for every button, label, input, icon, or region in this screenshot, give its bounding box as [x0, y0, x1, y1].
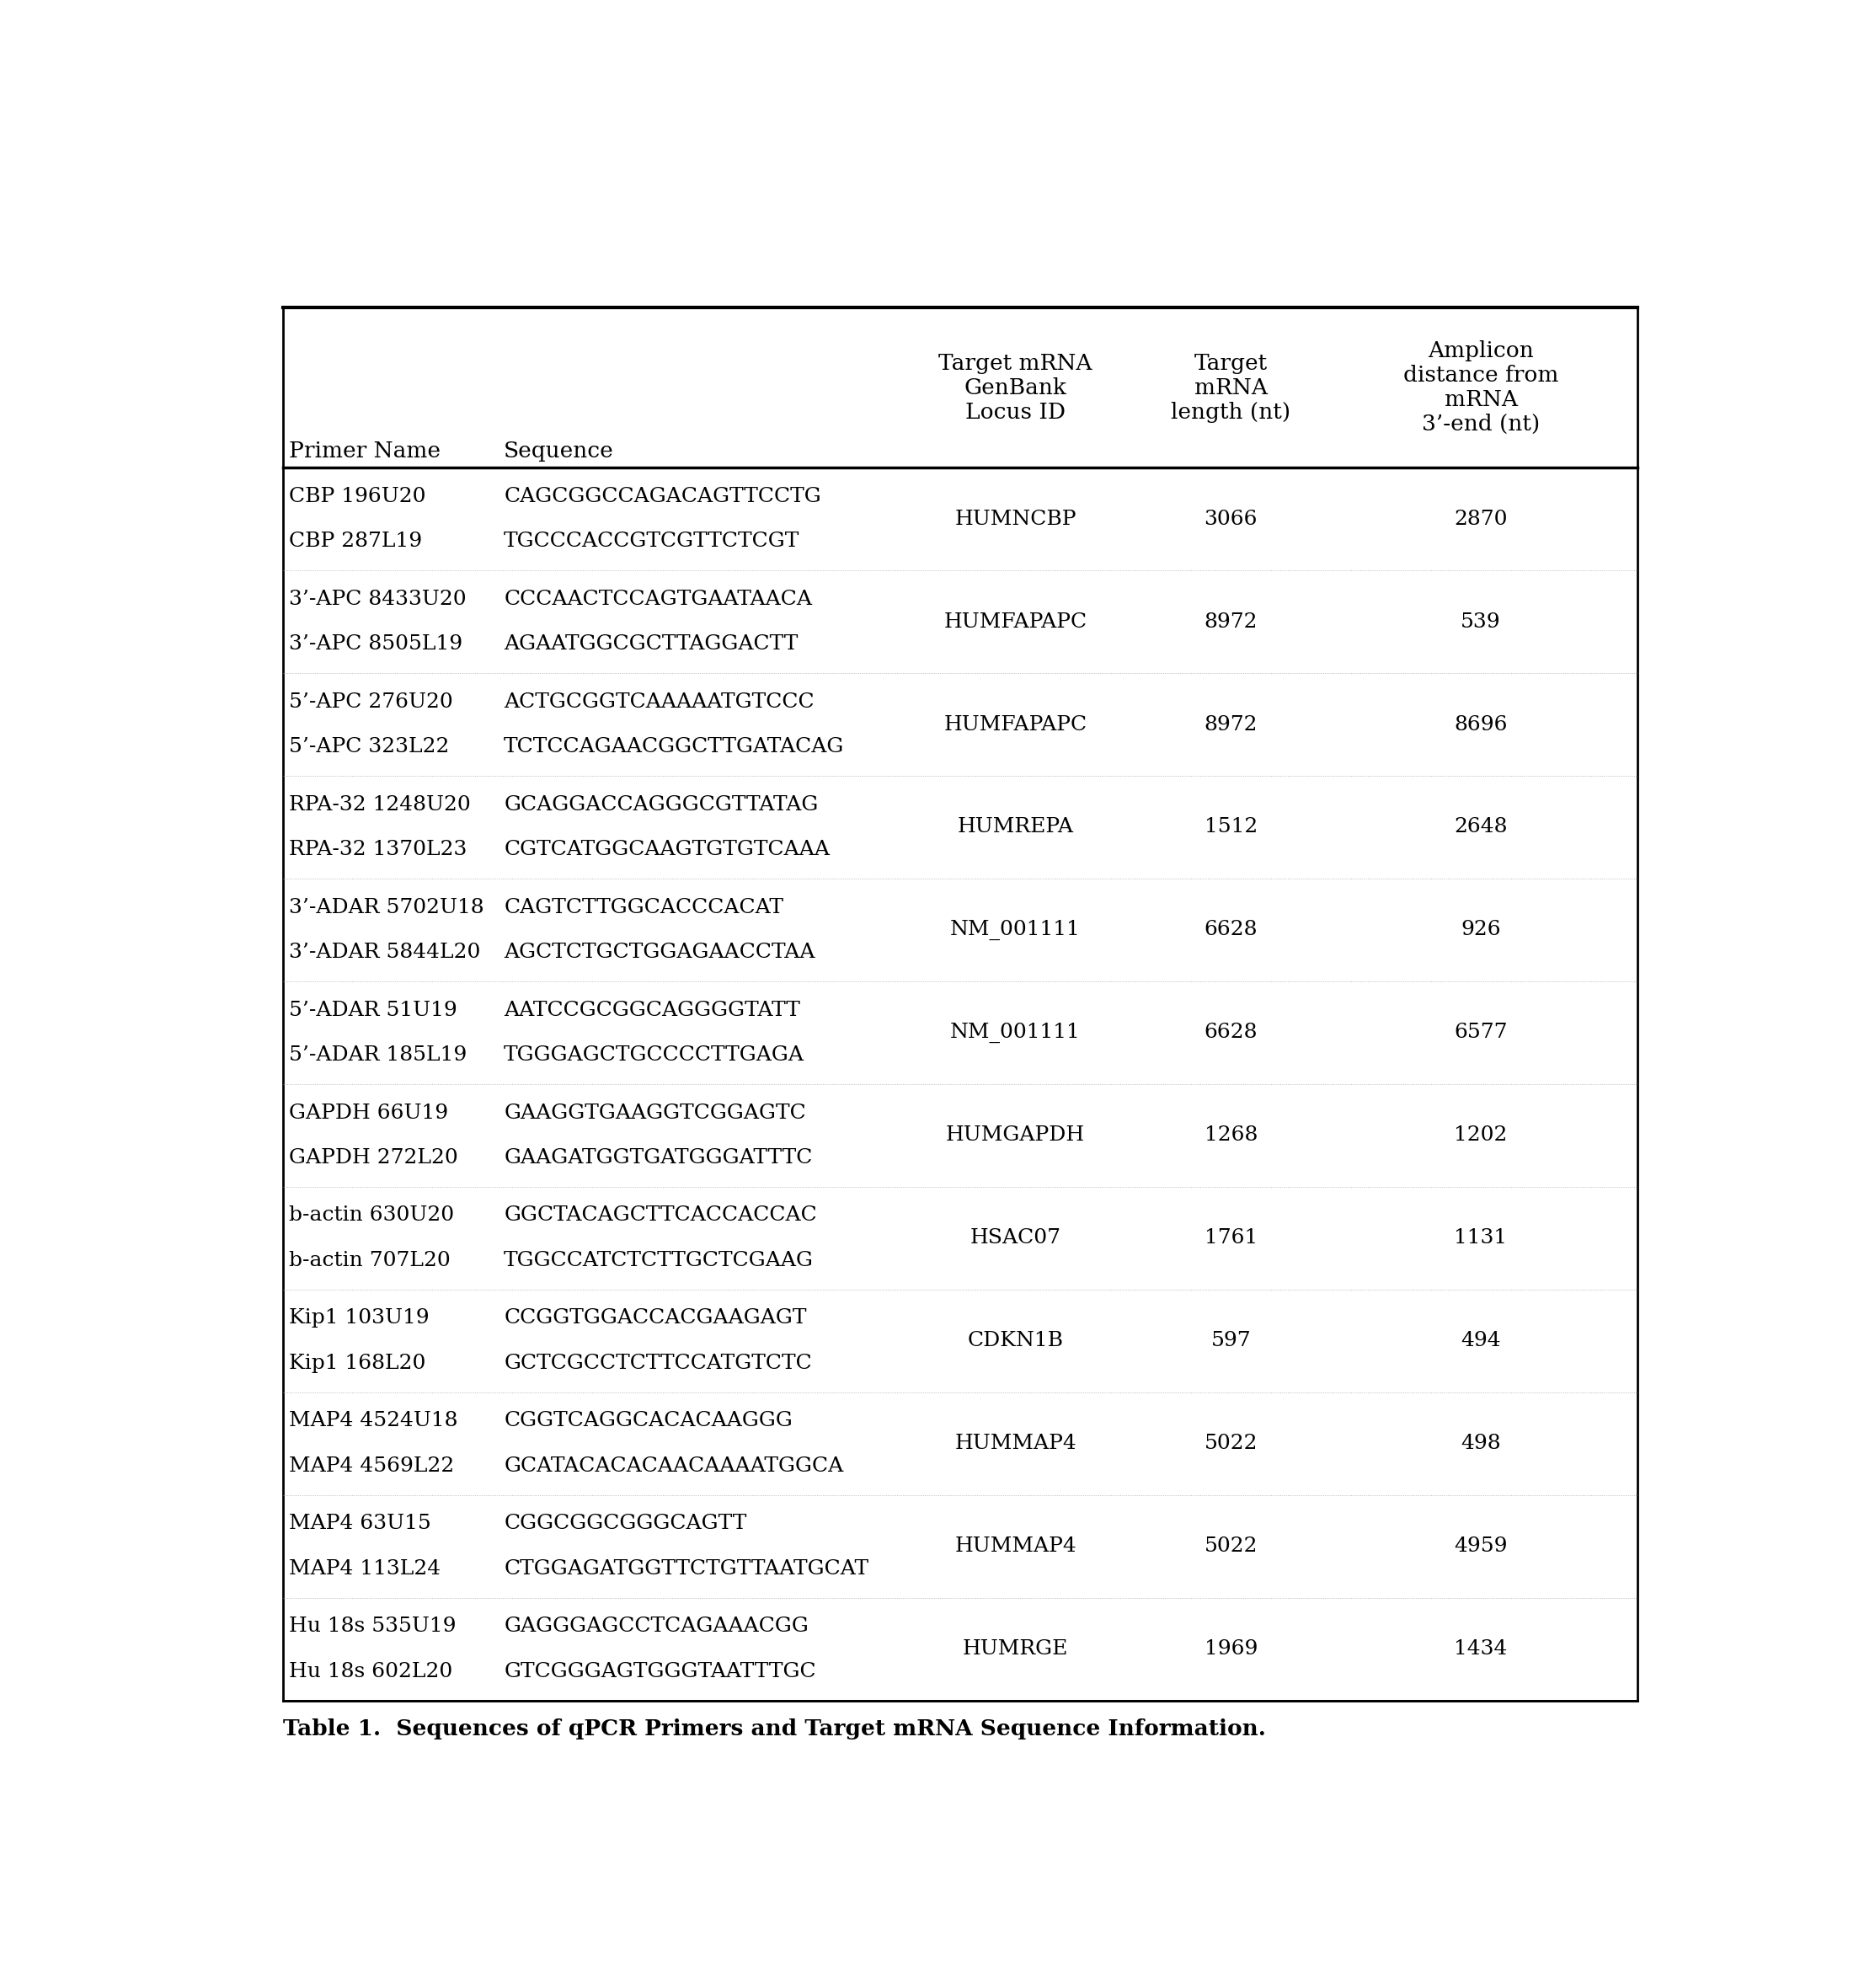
Text: HSAC07: HSAC07: [970, 1229, 1061, 1248]
Text: b-actin 707L20: b-actin 707L20: [288, 1250, 450, 1270]
Text: AGAATGGCGCTTAGGACTT: AGAATGGCGCTTAGGACTT: [504, 634, 798, 654]
Text: HUMGAPDH: HUMGAPDH: [946, 1125, 1086, 1145]
Text: 597: 597: [1210, 1332, 1251, 1350]
Text: CGGTCAGGCACACAAGGG: CGGTCAGGCACACAAGGG: [504, 1411, 792, 1431]
Text: 2648: 2648: [1454, 817, 1508, 837]
Text: Target mRNA
GenBank
Locus ID: Target mRNA GenBank Locus ID: [939, 352, 1093, 423]
Text: HUMNCBP: HUMNCBP: [956, 509, 1076, 529]
Text: 5’-ADAR 185L19: 5’-ADAR 185L19: [288, 1046, 467, 1066]
Text: CBP 196U20: CBP 196U20: [288, 487, 426, 507]
Text: MAP4 113L24: MAP4 113L24: [288, 1559, 441, 1578]
Text: GCTCGCCTCTTCCATGTCTC: GCTCGCCTCTTCCATGTCTC: [504, 1354, 812, 1374]
Text: 3’-ADAR 5844L20: 3’-ADAR 5844L20: [288, 942, 480, 962]
Text: TGGGAGCTGCCCCTTGAGA: TGGGAGCTGCCCCTTGAGA: [504, 1046, 805, 1066]
Text: GTCGGGAGTGGGTAATTTGC: GTCGGGAGTGGGTAATTTGC: [504, 1662, 816, 1682]
Text: b-actin 630U20: b-actin 630U20: [288, 1207, 454, 1225]
Text: HUMREPA: HUMREPA: [957, 817, 1075, 837]
Text: 1131: 1131: [1454, 1229, 1508, 1248]
Text: 6577: 6577: [1454, 1024, 1508, 1042]
Text: GCATACACACAACAAAATGGCA: GCATACACACAACAAAATGGCA: [504, 1457, 844, 1475]
Text: 8696: 8696: [1454, 716, 1508, 734]
Text: CBP 287L19: CBP 287L19: [288, 533, 422, 551]
Text: Hu 18s 535U19: Hu 18s 535U19: [288, 1616, 455, 1636]
Text: ACTGCGGTCAAAAATGTCCC: ACTGCGGTCAAAAATGTCCC: [504, 692, 814, 712]
Text: Table 1.  Sequences of qPCR Primers and Target mRNA Sequence Information.: Table 1. Sequences of qPCR Primers and T…: [283, 1720, 1266, 1740]
Text: TCTCCAGAACGGCTTGATACAG: TCTCCAGAACGGCTTGATACAG: [504, 738, 844, 757]
Text: 3’-APC 8433U20: 3’-APC 8433U20: [288, 590, 467, 608]
Text: 6628: 6628: [1205, 1024, 1257, 1042]
Text: CCGGTGGACCACGAAGAGT: CCGGTGGACCACGAAGAGT: [504, 1308, 807, 1328]
Text: TGGCCATCTCTTGCTCGAAG: TGGCCATCTCTTGCTCGAAG: [504, 1250, 814, 1270]
Text: CAGCGGCCAGACAGTTCCTG: CAGCGGCCAGACAGTTCCTG: [504, 487, 822, 507]
Text: 498: 498: [1461, 1433, 1500, 1453]
Text: CGGCGGCGGGCAGTT: CGGCGGCGGGCAGTT: [504, 1515, 747, 1533]
Text: CAGTCTTGGCACCCACAT: CAGTCTTGGCACCCACAT: [504, 899, 783, 916]
Text: GAPDH 66U19: GAPDH 66U19: [288, 1103, 448, 1123]
Text: MAP4 4569L22: MAP4 4569L22: [288, 1457, 454, 1475]
Text: 2870: 2870: [1454, 509, 1508, 529]
Text: 5’-APC 323L22: 5’-APC 323L22: [288, 738, 448, 757]
Text: 5022: 5022: [1205, 1537, 1257, 1557]
Text: HUMMAP4: HUMMAP4: [954, 1433, 1076, 1453]
Text: HUMFAPAPC: HUMFAPAPC: [944, 612, 1088, 632]
Text: GAAGGTGAAGGTCGGAGTC: GAAGGTGAAGGTCGGAGTC: [504, 1103, 807, 1123]
Text: CCCAACTCCAGTGAATAACA: CCCAACTCCAGTGAATAACA: [504, 590, 812, 608]
Text: HUMMAP4: HUMMAP4: [954, 1537, 1076, 1557]
Text: GCAGGACCAGGGCGTTATAG: GCAGGACCAGGGCGTTATAG: [504, 795, 818, 815]
Text: 1268: 1268: [1205, 1125, 1257, 1145]
Text: 494: 494: [1461, 1332, 1500, 1350]
Text: 926: 926: [1461, 920, 1500, 940]
Text: 3’-APC 8505L19: 3’-APC 8505L19: [288, 634, 463, 654]
Text: 8972: 8972: [1205, 716, 1257, 734]
Text: GAGGGAGCCTCAGAAACGG: GAGGGAGCCTCAGAAACGG: [504, 1616, 809, 1636]
Text: GAPDH 272L20: GAPDH 272L20: [288, 1149, 457, 1167]
Text: Kip1 168L20: Kip1 168L20: [288, 1354, 426, 1374]
Text: Hu 18s 602L20: Hu 18s 602L20: [288, 1662, 452, 1682]
Text: 4959: 4959: [1454, 1537, 1508, 1557]
Text: 1202: 1202: [1454, 1125, 1508, 1145]
Text: Primer Name: Primer Name: [288, 441, 441, 461]
Text: 3’-ADAR 5702U18: 3’-ADAR 5702U18: [288, 899, 483, 916]
Text: HUMRGE: HUMRGE: [963, 1640, 1069, 1658]
Text: GAAGATGGTGATGGGATTTC: GAAGATGGTGATGGGATTTC: [504, 1149, 812, 1167]
Text: GGCTACAGCTTCACCACCAC: GGCTACAGCTTCACCACCAC: [504, 1207, 816, 1225]
Text: Kip1 103U19: Kip1 103U19: [288, 1308, 429, 1328]
Text: 1969: 1969: [1205, 1640, 1257, 1658]
Text: RPA-32 1248U20: RPA-32 1248U20: [288, 795, 470, 815]
Text: Target
mRNA
length (nt): Target mRNA length (nt): [1171, 352, 1290, 423]
Text: AATCCGCGGCAGGGGTATT: AATCCGCGGCAGGGGTATT: [504, 1000, 799, 1020]
Text: CGTCATGGCAAGTGTGTCAAA: CGTCATGGCAAGTGTGTCAAA: [504, 841, 829, 859]
Text: Amplicon
distance from
mRNA
3’-end (nt): Amplicon distance from mRNA 3’-end (nt): [1404, 340, 1558, 435]
Text: 539: 539: [1461, 612, 1500, 632]
Text: CDKN1B: CDKN1B: [967, 1332, 1063, 1350]
Text: 5’-ADAR 51U19: 5’-ADAR 51U19: [288, 1000, 457, 1020]
Text: TGCCCACCGTCGTTCTCGT: TGCCCACCGTCGTTCTCGT: [504, 533, 799, 551]
Text: HUMFAPAPC: HUMFAPAPC: [944, 716, 1088, 734]
Text: 1512: 1512: [1205, 817, 1257, 837]
Text: 1434: 1434: [1454, 1640, 1508, 1658]
Text: 6628: 6628: [1205, 920, 1257, 940]
Text: 3066: 3066: [1205, 509, 1257, 529]
Text: MAP4 63U15: MAP4 63U15: [288, 1515, 431, 1533]
Text: 5’-APC 276U20: 5’-APC 276U20: [288, 692, 452, 712]
Text: 1761: 1761: [1205, 1229, 1257, 1248]
Text: AGCTCTGCTGGAGAACCTAA: AGCTCTGCTGGAGAACCTAA: [504, 942, 814, 962]
Text: NM_001111: NM_001111: [950, 920, 1080, 940]
Text: 8972: 8972: [1205, 612, 1257, 632]
Text: MAP4 4524U18: MAP4 4524U18: [288, 1411, 457, 1431]
Text: RPA-32 1370L23: RPA-32 1370L23: [288, 841, 467, 859]
Text: CTGGAGATGGTTCTGTTAATGCAT: CTGGAGATGGTTCTGTTAATGCAT: [504, 1559, 868, 1578]
Text: 5022: 5022: [1205, 1433, 1257, 1453]
Text: Sequence: Sequence: [504, 441, 613, 461]
Text: NM_001111: NM_001111: [950, 1022, 1080, 1044]
